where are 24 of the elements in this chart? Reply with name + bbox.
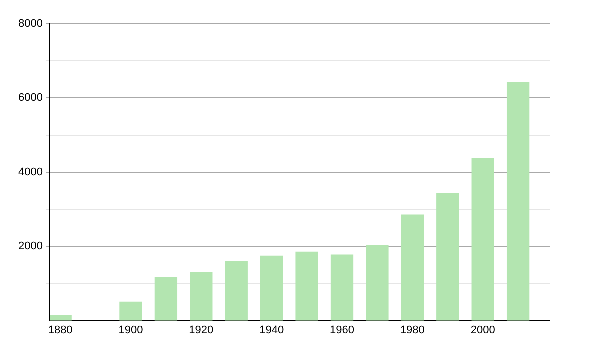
x-tick-label: 1980 xyxy=(400,324,425,336)
x-tick-label: 1900 xyxy=(118,324,144,336)
y-tick-label: 6000 xyxy=(18,92,43,104)
y-tick-label: 2000 xyxy=(18,240,43,253)
bar xyxy=(50,315,72,321)
bar xyxy=(472,158,494,321)
bar xyxy=(225,261,248,321)
bar xyxy=(366,246,389,321)
y-tick-label: 4000 xyxy=(18,166,43,178)
x-tick-label: 1880 xyxy=(48,324,73,336)
x-tick-label: 2000 xyxy=(470,324,496,336)
bar xyxy=(296,252,318,321)
bar xyxy=(260,256,284,321)
bar xyxy=(190,272,213,321)
bar xyxy=(154,277,178,321)
x-tick-label: 1960 xyxy=(330,324,354,336)
bar xyxy=(330,254,354,321)
bar xyxy=(436,193,460,321)
x-tick-label: 1920 xyxy=(189,324,214,336)
bar xyxy=(120,302,142,321)
bar xyxy=(506,82,530,321)
y-tick-label: 8000 xyxy=(18,18,43,30)
bar xyxy=(401,214,424,321)
x-tick-label: 1940 xyxy=(260,324,284,336)
